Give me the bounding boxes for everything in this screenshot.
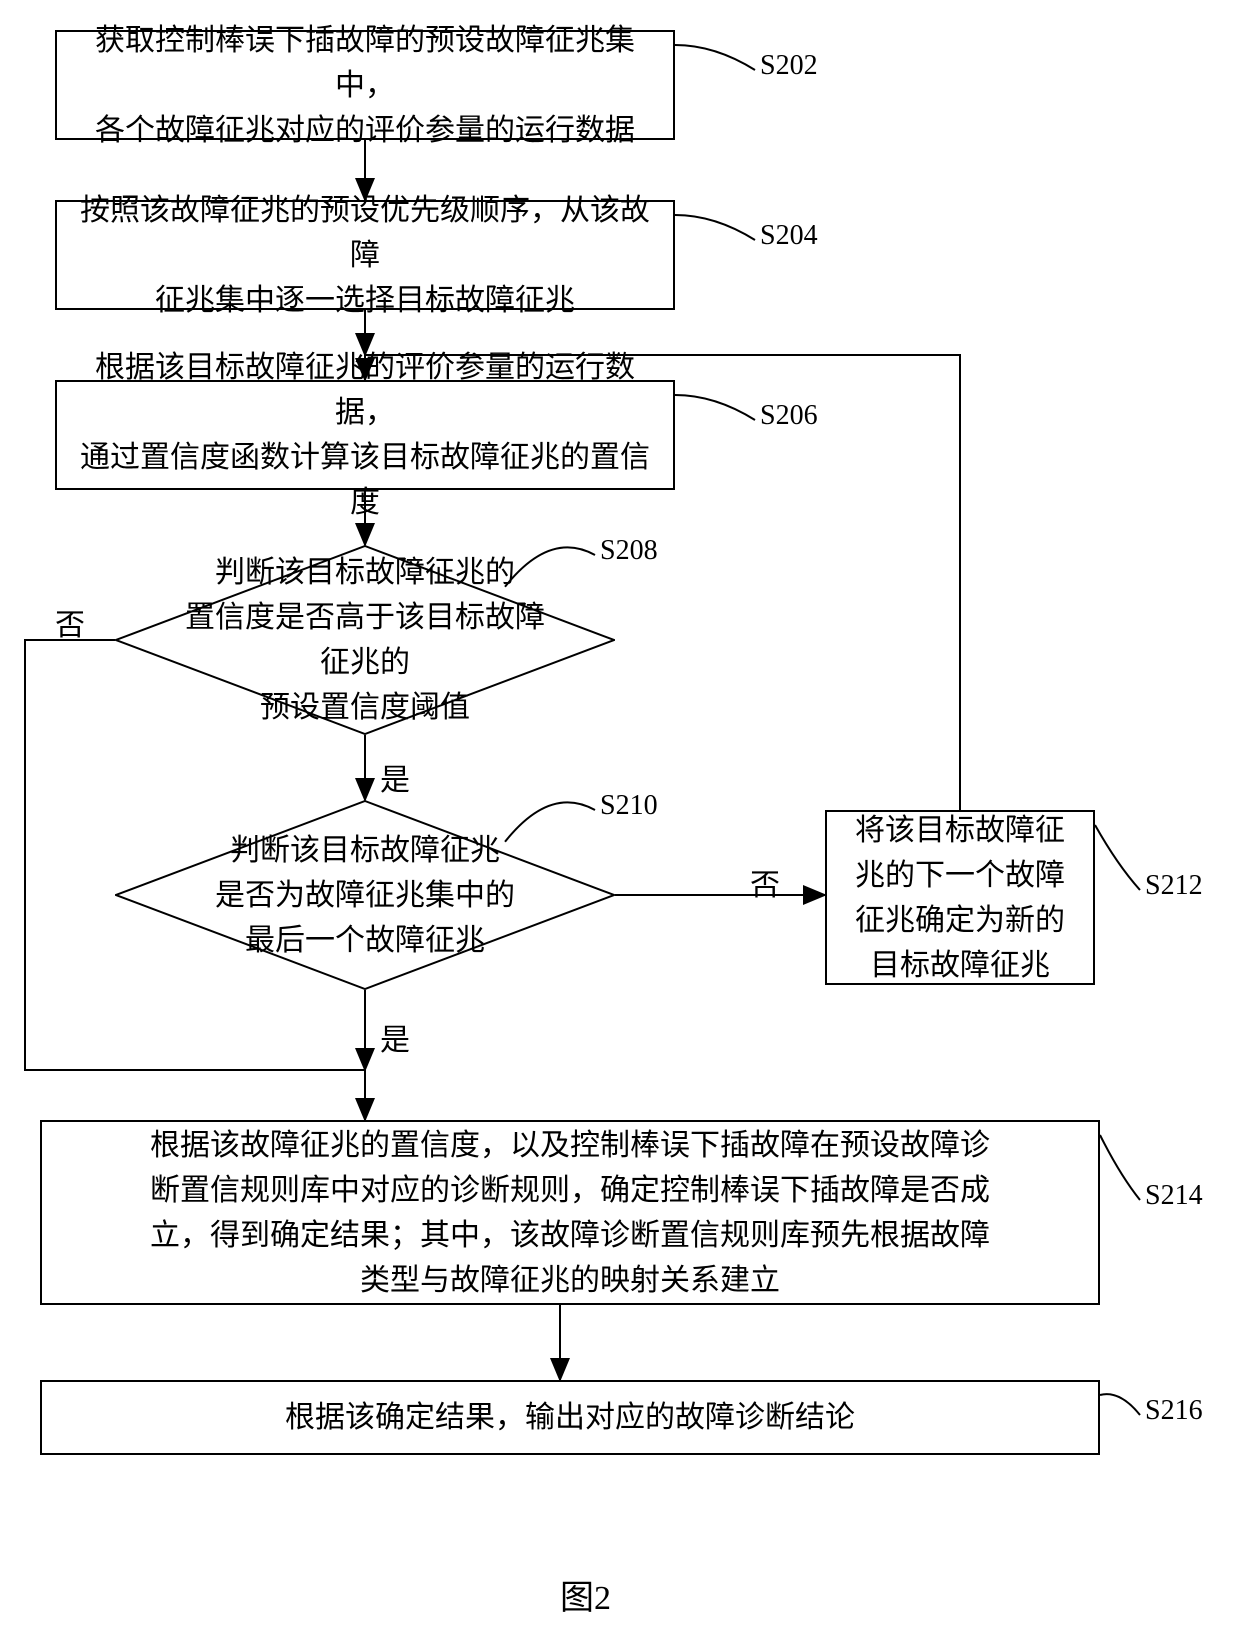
decision-s210: 判断该目标故障征兆是否为故障征兆集中的最后一个故障征兆 bbox=[115, 800, 615, 990]
step-s212: 将该目标故障征兆的下一个故障征兆确定为新的目标故障征兆 bbox=[825, 810, 1095, 985]
step-text: 将该目标故障征兆的下一个故障征兆确定为新的目标故障征兆 bbox=[855, 808, 1065, 988]
step-text: 根据该确定结果，输出对应的故障诊断结论 bbox=[285, 1395, 855, 1440]
step-text: 获取控制棒误下插故障的预设故障征兆集中，各个故障征兆对应的评价参量的运行数据 bbox=[77, 18, 653, 153]
step-label-s204: S204 bbox=[760, 220, 818, 252]
decision-s208: 判断该目标故障征兆的置信度是否高于该目标故障征兆的预设置信度阈值 bbox=[115, 545, 615, 735]
step-text: 按照该故障征兆的预设优先级顺序，从该故障征兆集中逐一选择目标故障征兆 bbox=[77, 188, 653, 323]
edge-label: 否 bbox=[750, 860, 780, 904]
edge-label: 是 bbox=[380, 755, 410, 799]
edge-label: 否 bbox=[55, 600, 85, 644]
flowchart-canvas: 获取控制棒误下插故障的预设故障征兆集中，各个故障征兆对应的评价参量的运行数据 S… bbox=[0, 0, 1240, 1648]
step-s204: 按照该故障征兆的预设优先级顺序，从该故障征兆集中逐一选择目标故障征兆 bbox=[55, 200, 675, 310]
figure-caption: 图2 bbox=[560, 1570, 611, 1619]
step-label-s206: S206 bbox=[760, 400, 818, 432]
step-s206: 根据该目标故障征兆的评价参量的运行数据，通过置信度函数计算该目标故障征兆的置信度 bbox=[55, 380, 675, 490]
step-s214: 根据该故障征兆的置信度，以及控制棒误下插故障在预设故障诊断置信规则库中对应的诊断… bbox=[40, 1120, 1100, 1305]
step-label-s202: S202 bbox=[760, 50, 818, 82]
step-label-s208: S208 bbox=[600, 535, 658, 567]
decision-text: 判断该目标故障征兆是否为故障征兆集中的最后一个故障征兆 bbox=[215, 828, 515, 963]
step-s202: 获取控制棒误下插故障的预设故障征兆集中，各个故障征兆对应的评价参量的运行数据 bbox=[55, 30, 675, 140]
step-label-s214: S214 bbox=[1145, 1180, 1203, 1212]
step-text: 根据该故障征兆的置信度，以及控制棒误下插故障在预设故障诊断置信规则库中对应的诊断… bbox=[150, 1123, 990, 1303]
step-label-s212: S212 bbox=[1145, 870, 1203, 902]
edge-label: 是 bbox=[380, 1015, 410, 1059]
decision-text: 判断该目标故障征兆的置信度是否高于该目标故障征兆的预设置信度阈值 bbox=[185, 550, 545, 730]
step-label-s216: S216 bbox=[1145, 1395, 1203, 1427]
step-text: 根据该目标故障征兆的评价参量的运行数据，通过置信度函数计算该目标故障征兆的置信度 bbox=[77, 345, 653, 525]
step-s216: 根据该确定结果，输出对应的故障诊断结论 bbox=[40, 1380, 1100, 1455]
step-label-s210: S210 bbox=[600, 790, 658, 822]
